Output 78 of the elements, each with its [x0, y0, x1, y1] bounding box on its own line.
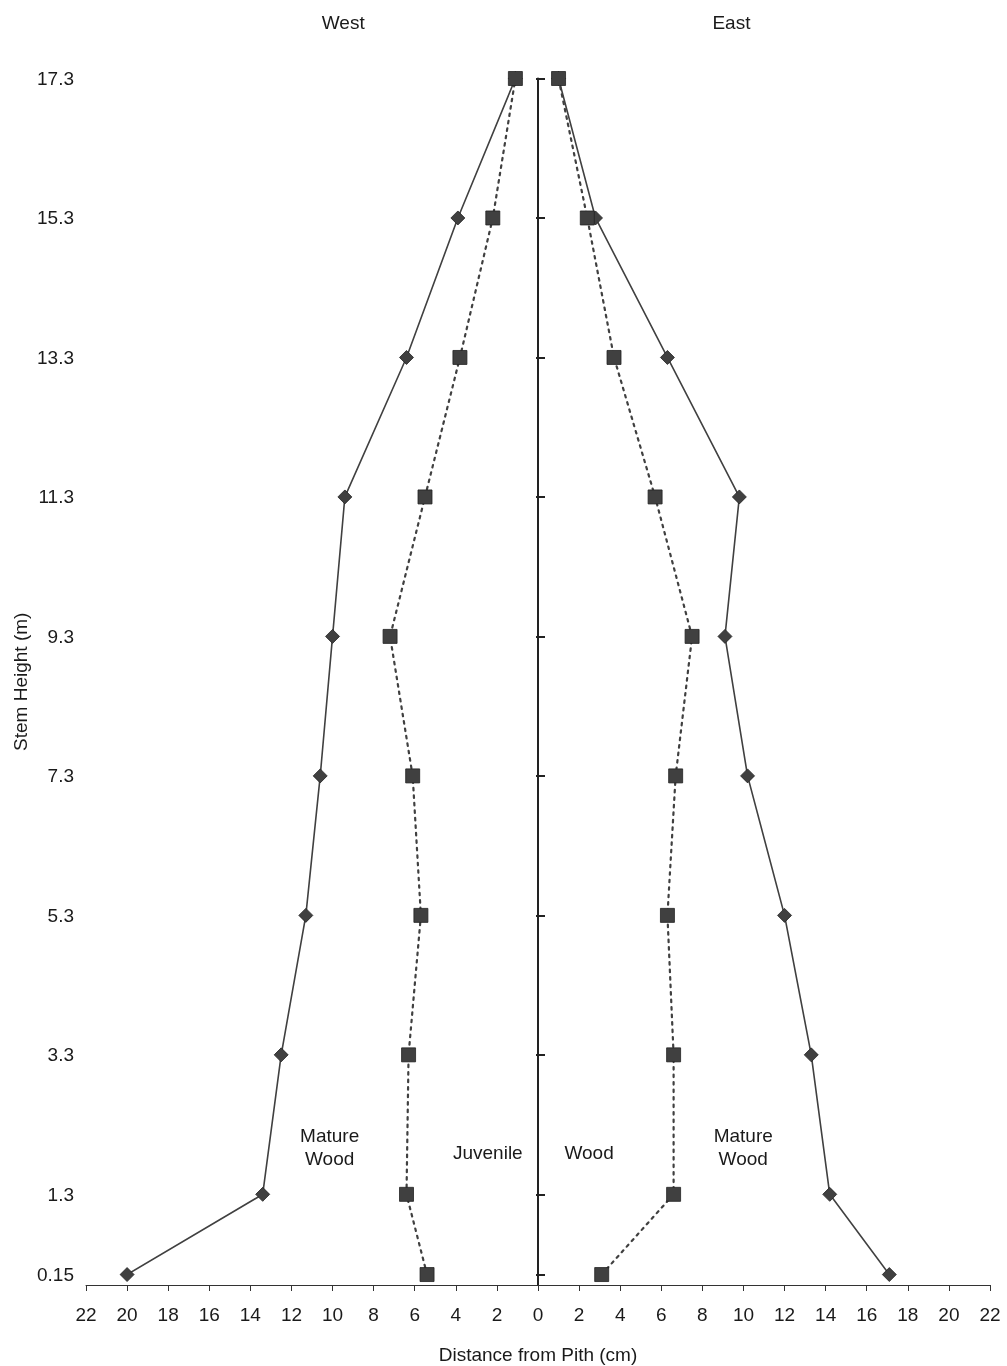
point: [399, 350, 414, 365]
x-tick-label: 22: [979, 1304, 1001, 1325]
point: [119, 1267, 135, 1282]
point: [273, 1047, 289, 1063]
point: [325, 629, 340, 644]
point: [606, 350, 622, 365]
annotation: Mature Wood: [300, 1125, 360, 1170]
point: [666, 1047, 681, 1063]
x-tick-label: 16: [856, 1304, 878, 1325]
point: [508, 71, 523, 86]
point: [666, 1186, 681, 1202]
x-tick-label: 20: [116, 1304, 138, 1325]
point: [382, 629, 398, 644]
x-tick-label: 8: [368, 1304, 379, 1325]
point: [594, 1267, 610, 1282]
x-tick-label: 6: [409, 1304, 421, 1325]
y-tick-label: 9.3: [47, 625, 74, 647]
annotation: Mature Wood: [713, 1125, 773, 1170]
x-tick-label: 14: [239, 1304, 262, 1325]
x-axis-title: Distance from Pith (cm): [438, 1343, 638, 1365]
x-tick-label: 12: [280, 1304, 303, 1325]
point: [399, 1186, 414, 1202]
x-tick-label: 18: [897, 1304, 919, 1325]
x-tick-label: 18: [157, 1304, 179, 1325]
x-tick-label: 2: [491, 1304, 503, 1325]
x-tick-label: 14: [815, 1304, 837, 1325]
y-tick-label: 15.3: [37, 207, 74, 229]
x-tick-label: 4: [614, 1304, 626, 1325]
point: [337, 489, 353, 505]
point: [452, 350, 468, 365]
point: [777, 907, 792, 923]
y-tick-label: 1.3: [47, 1183, 74, 1205]
point: [450, 210, 466, 226]
y-tick-label: 0.15: [37, 1264, 74, 1286]
text: West: [321, 11, 366, 33]
x-tick-label: 8: [697, 1304, 708, 1325]
y-tick-label: 5.3: [47, 904, 74, 926]
y-tick-label: 13.3: [37, 346, 74, 368]
point: [684, 629, 700, 644]
point: [803, 1047, 819, 1063]
y-tick-label: 17.3: [37, 68, 74, 89]
x-tick-label: 10: [732, 1304, 755, 1325]
point: [881, 1267, 897, 1282]
x-tick-label: 10: [321, 1304, 344, 1325]
annotation: Juvenile: [452, 1141, 523, 1163]
point: [660, 907, 675, 923]
point: [413, 907, 429, 923]
x-tick-label: 16: [198, 1304, 220, 1325]
point: [822, 1186, 838, 1202]
point: [255, 1186, 271, 1202]
x-tick-label: 2: [573, 1304, 585, 1325]
y-tick-label: 3.3: [47, 1044, 74, 1066]
point: [579, 210, 595, 226]
point: [731, 489, 747, 505]
point: [419, 1267, 435, 1282]
x-tick-label: 4: [450, 1304, 462, 1325]
x-tick-label: 22: [75, 1304, 97, 1325]
text: East: [712, 11, 752, 33]
point: [660, 350, 675, 365]
x-tick-label: 6: [655, 1304, 667, 1325]
point: [668, 768, 684, 784]
y-axis-title: Stem Height (m): [9, 612, 31, 751]
point: [298, 907, 314, 923]
y-tick-label: 11.3: [38, 486, 74, 508]
point: [405, 768, 421, 784]
x-tick-label: 12: [773, 1304, 796, 1325]
point: [417, 489, 433, 505]
point: [717, 629, 733, 644]
y-tick-label: 7.3: [47, 765, 74, 787]
annotation: Wood: [564, 1141, 614, 1163]
point: [401, 1047, 416, 1063]
point: [740, 768, 755, 784]
x-tick-label: 0: [532, 1304, 544, 1325]
x-tick-label: 20: [938, 1304, 960, 1325]
point: [551, 71, 566, 86]
point: [647, 489, 663, 505]
point: [485, 210, 501, 226]
point: [312, 768, 328, 784]
